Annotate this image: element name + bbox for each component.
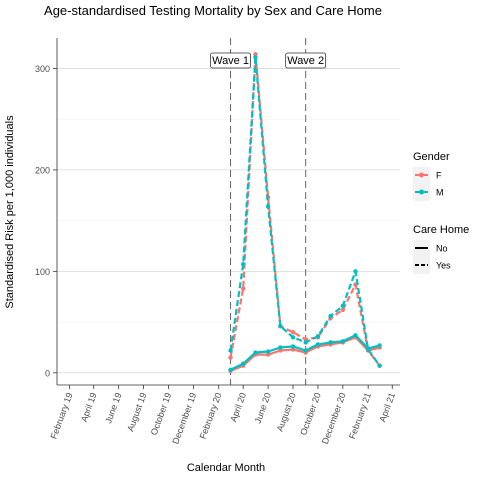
data-point: [278, 348, 283, 353]
x-tick-label: February 21: [347, 391, 373, 440]
data-point: [290, 335, 296, 340]
x-tick-label: October 19: [149, 391, 174, 436]
data-point: [253, 52, 258, 57]
legend-title-care-home: Care Home: [413, 224, 469, 236]
data-point: [265, 352, 271, 357]
data-point: [253, 55, 258, 60]
legend-label: Yes: [436, 261, 451, 271]
x-tick-label: April 21: [377, 391, 397, 423]
wave-reference-lines: [230, 38, 307, 385]
data-point: [353, 333, 358, 338]
x-tick-label: February 19: [49, 391, 75, 440]
data-point: [241, 286, 246, 291]
x-tick-label: June 20: [253, 391, 273, 425]
series-layer: [228, 52, 382, 373]
data-point: [290, 344, 296, 349]
data-point: [241, 262, 246, 267]
x-tick-label: December 19: [170, 391, 198, 445]
data-point: [340, 339, 346, 344]
series-line-f-care-home: [229, 53, 381, 367]
wave-label: Wave 2: [287, 55, 324, 67]
y-tick-label: 0: [45, 368, 50, 378]
data-point: [278, 323, 283, 329]
y-tick-label: 200: [35, 165, 50, 175]
x-tick-label: April 20: [228, 391, 248, 423]
x-tick-label: June 19: [103, 391, 123, 425]
legend-key-point: [419, 172, 424, 178]
data-point: [290, 330, 296, 335]
x-axis-label: Calendar Month: [187, 462, 265, 474]
data-point: [365, 347, 371, 352]
data-point: [315, 334, 321, 339]
data-point: [278, 345, 283, 350]
data-point: [340, 307, 346, 313]
legend-label: F: [436, 171, 442, 181]
data-point: [328, 340, 333, 345]
legend-key-point: [419, 189, 424, 195]
data-point: [377, 343, 382, 348]
legend-title-gender: Gender: [413, 151, 450, 163]
y-tick-label: 300: [35, 64, 50, 74]
data-point: [290, 347, 296, 352]
wave-label-box: [285, 52, 327, 69]
x-tick-label: February 20: [198, 391, 224, 440]
x-tick-label: October 20: [298, 391, 323, 436]
data-point: [353, 269, 358, 274]
data-point: [328, 313, 333, 319]
series-line-m-care-home: [229, 56, 381, 367]
data-point: [265, 204, 271, 209]
y-tick-label: 100: [35, 267, 50, 277]
x-tick-label: December 20: [320, 391, 348, 445]
x-tick-label: April 19: [79, 391, 99, 423]
data-point: [228, 348, 233, 353]
data-point: [241, 361, 246, 366]
data-point: [340, 303, 346, 309]
wave-label-box: [210, 52, 251, 69]
data-point: [303, 348, 308, 353]
data-point: [228, 367, 233, 372]
y-axis-label: Standardised Risk per 1,000 individuals: [4, 115, 16, 309]
chart-title: Age-standardised Testing Mortality by Se…: [44, 3, 382, 18]
x-tick-label: August 20: [275, 391, 298, 433]
data-point: [228, 355, 233, 360]
data-point: [253, 350, 258, 355]
legend-label: No: [436, 244, 448, 254]
data-point: [265, 349, 271, 354]
legend-gender-items: FM: [413, 167, 444, 201]
data-point: [377, 363, 382, 368]
grid-layer: [57, 68, 400, 374]
data-point: [303, 337, 308, 342]
legend: Gender FM Care Home No Yes: [413, 151, 469, 274]
x-tick-label: August 19: [125, 391, 148, 433]
data-point: [303, 340, 308, 345]
legend-label: M: [436, 188, 444, 198]
data-point: [315, 342, 321, 347]
wave-label: Wave 1: [212, 55, 249, 67]
legend-care-home-items: No Yes: [413, 240, 451, 274]
wave-labels: Wave 1 Wave 2: [210, 52, 327, 69]
